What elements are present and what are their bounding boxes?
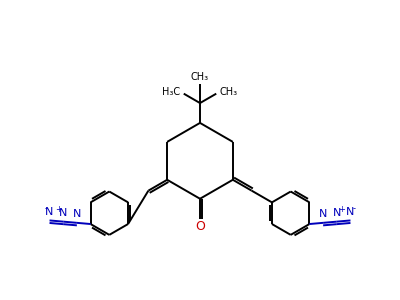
Text: N: N bbox=[59, 208, 67, 218]
Text: CH₃: CH₃ bbox=[220, 87, 238, 97]
Text: N: N bbox=[333, 208, 341, 218]
Text: O: O bbox=[195, 220, 205, 233]
Text: -: - bbox=[44, 204, 48, 213]
Text: N: N bbox=[346, 207, 355, 217]
Text: H₃C: H₃C bbox=[162, 87, 180, 97]
Text: N: N bbox=[45, 207, 54, 217]
Text: N: N bbox=[319, 209, 327, 219]
Text: +: + bbox=[56, 206, 62, 214]
Text: +: + bbox=[338, 206, 344, 214]
Text: CH₃: CH₃ bbox=[191, 73, 209, 82]
Text: -: - bbox=[352, 204, 356, 213]
Text: N: N bbox=[73, 209, 81, 219]
